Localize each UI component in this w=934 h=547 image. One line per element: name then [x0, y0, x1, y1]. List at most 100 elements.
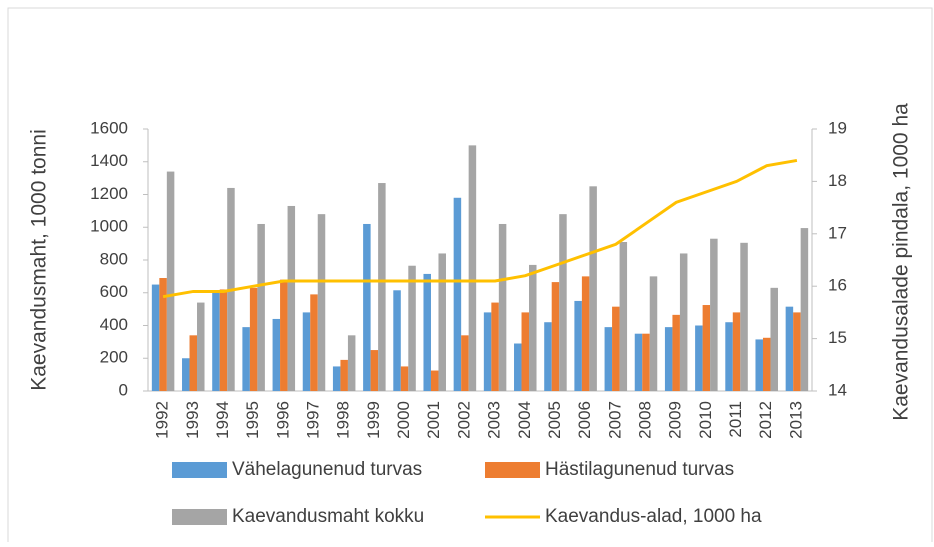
- bar: [347, 335, 356, 391]
- bar: [461, 335, 469, 391]
- line: [162, 158, 798, 299]
- legend-label: Hästilagunenud turvas: [545, 459, 734, 480]
- bar: [672, 314, 680, 391]
- bar: [800, 228, 809, 391]
- bar: [468, 145, 477, 391]
- bar: [363, 223, 371, 391]
- bar: [332, 366, 341, 391]
- x-tick-label: 2001: [424, 401, 443, 439]
- x-tick-label: 2002: [454, 401, 473, 439]
- y-tick-label: 1400: [90, 151, 128, 170]
- bar: [521, 312, 530, 391]
- bar: [249, 287, 258, 391]
- bar: [514, 343, 522, 391]
- y-tick-label: 600: [100, 282, 128, 301]
- bar: [664, 327, 673, 391]
- legend-swatch: [172, 509, 227, 525]
- bar: [219, 289, 228, 391]
- legend-swatch: [485, 462, 540, 478]
- bar: [159, 278, 167, 391]
- bar: [280, 279, 288, 391]
- bar: [710, 238, 718, 391]
- bar: [559, 214, 567, 391]
- bar: [302, 312, 311, 391]
- x-tick-label: 1998: [334, 401, 353, 439]
- x-tick-label: 2012: [756, 401, 775, 439]
- bar: [197, 302, 205, 391]
- bar: [551, 282, 560, 391]
- bar: [498, 223, 507, 391]
- bar: [438, 253, 446, 391]
- bar: [491, 302, 499, 391]
- bar: [257, 223, 265, 391]
- bar: [408, 265, 416, 391]
- bar: [272, 318, 281, 391]
- bar: [755, 339, 763, 391]
- bar: [166, 171, 175, 391]
- bar: [649, 276, 658, 391]
- bar: [785, 306, 794, 391]
- bar: [430, 370, 439, 391]
- bar: [317, 214, 326, 391]
- bar: [695, 325, 703, 391]
- x-tick-label: 1994: [213, 401, 232, 439]
- y-tick-label: 400: [100, 315, 128, 334]
- bar: [762, 337, 771, 391]
- x-tick-label: 1996: [273, 401, 292, 439]
- bar: [378, 183, 386, 391]
- bar: [732, 312, 741, 391]
- bar: [589, 186, 597, 391]
- bar: [310, 294, 318, 391]
- bar: [242, 327, 250, 391]
- x-tick-label: 2008: [635, 401, 654, 439]
- x-tick-label: 2007: [605, 401, 624, 439]
- y2-tick-label: 16: [828, 276, 847, 295]
- bar: [642, 333, 650, 391]
- bar: [189, 335, 198, 391]
- bar: [770, 287, 778, 391]
- x-tick-label: 2003: [485, 401, 504, 439]
- bar: [581, 276, 590, 391]
- bar: [370, 350, 379, 391]
- y-axis-title: Kaevandusmaht, 1000 tonni: [28, 129, 51, 391]
- bar: [400, 366, 409, 391]
- bar: [423, 273, 431, 391]
- bar: [740, 242, 748, 391]
- bar: [634, 333, 643, 391]
- bar: [725, 322, 733, 391]
- y-tick-label: 1200: [90, 184, 128, 203]
- bar: [604, 327, 613, 391]
- legend-swatch: [172, 462, 227, 478]
- y-tick-label: 1600: [90, 118, 128, 137]
- x-tick-label: 1997: [303, 401, 322, 439]
- bar: [793, 312, 801, 391]
- bar: [612, 306, 620, 391]
- legend-label: Vähelagunenud turvas: [232, 459, 422, 480]
- bar: [574, 300, 582, 391]
- x-tick-label: 2004: [515, 401, 534, 439]
- y2-tick-label: 18: [828, 171, 847, 190]
- bar: [340, 359, 348, 391]
- x-tick-label: 2011: [726, 401, 745, 438]
- x-tick-label: 2010: [696, 401, 715, 439]
- x-tick-label: 2009: [666, 401, 685, 439]
- legend-label: Kaevandusmaht kokku: [232, 506, 424, 527]
- bar: [529, 264, 537, 391]
- y2-tick-label: 19: [828, 118, 847, 137]
- y-tick-label: 0: [119, 380, 128, 399]
- x-tick-label: 1999: [364, 401, 383, 439]
- y-tick-label: 800: [100, 249, 128, 268]
- x-tick-label: 1993: [183, 401, 202, 439]
- bar: [702, 305, 711, 391]
- bar: [182, 358, 190, 391]
- x-tick-label: 2005: [545, 401, 564, 439]
- x-tick-label: 1992: [153, 401, 172, 439]
- bar: [544, 322, 552, 391]
- bar: [483, 312, 492, 391]
- bar: [393, 290, 401, 391]
- bar: [287, 205, 296, 391]
- bar: [151, 284, 160, 391]
- y2-tick-label: 15: [828, 328, 847, 347]
